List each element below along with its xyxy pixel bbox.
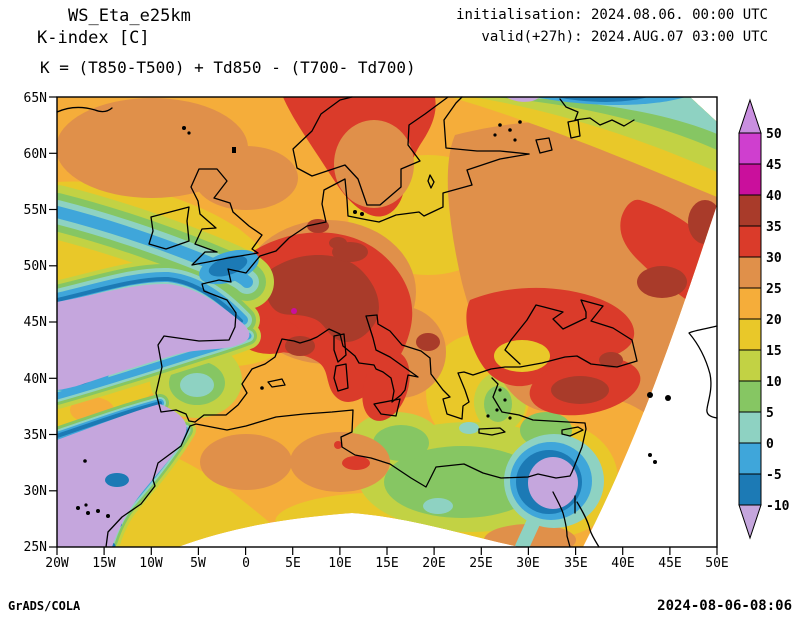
lat-tick-marks bbox=[49, 96, 57, 548]
field-levant-rings bbox=[504, 434, 604, 528]
colorbar-band bbox=[738, 442, 762, 475]
colorbar-band bbox=[738, 473, 762, 506]
lon-tick-label: 10E bbox=[328, 556, 351, 571]
colorbar-band bbox=[738, 132, 762, 165]
lat-tick-label: 40N bbox=[24, 372, 47, 387]
lat-tick-label: 50N bbox=[24, 259, 47, 274]
colorbar-label: -10 bbox=[766, 499, 790, 514]
lon-tick-label: 5E bbox=[285, 556, 301, 571]
colorbar-band bbox=[738, 380, 762, 413]
lon-tick-label: 0 bbox=[242, 556, 250, 571]
colorbar-label: 45 bbox=[766, 158, 782, 173]
lon-tick-label: 25E bbox=[469, 556, 492, 571]
colorbar-band bbox=[738, 349, 762, 382]
colorbar-label: 20 bbox=[766, 313, 782, 328]
lat-tick-label: 65N bbox=[24, 91, 47, 106]
lon-tick-label: 50E bbox=[705, 556, 728, 571]
lat-tick-label: 25N bbox=[24, 540, 47, 555]
colorbar-label: 15 bbox=[766, 344, 782, 359]
lon-tick-label: 15E bbox=[375, 556, 398, 571]
lon-tick-label: 35E bbox=[564, 556, 587, 571]
colorbar-arrow-top bbox=[738, 98, 762, 134]
lat-tick-label: 30N bbox=[24, 484, 47, 499]
colorbar-band bbox=[738, 163, 762, 196]
timestamp-text: 2024-08-06-08:06 bbox=[657, 598, 792, 614]
lon-tick-label: 20W bbox=[45, 556, 69, 571]
lon-tick-marks bbox=[56, 547, 718, 555]
lon-tick-label: 10W bbox=[139, 556, 163, 571]
lon-axis: 20W 15W 10W 5W 0 5E 10E 15E 20E 25E 30E … bbox=[45, 547, 729, 571]
contour-field bbox=[57, 97, 717, 547]
small-islands bbox=[76, 120, 671, 518]
footer: GrADS/COLA 2024-08-06-08:06 bbox=[8, 598, 792, 614]
lat-tick-label: 35N bbox=[24, 428, 47, 443]
parameter-title: K-index [C] bbox=[37, 28, 150, 48]
colorbar-labels: 50 45 40 35 30 25 20 15 10 5 0 -5 -10 bbox=[766, 127, 790, 514]
colorbar-band bbox=[738, 225, 762, 258]
lon-tick-label: 45E bbox=[658, 556, 681, 571]
lat-tick-label: 55N bbox=[24, 203, 47, 218]
model-title: WS_Eta_e25km bbox=[68, 6, 191, 26]
lon-tick-labels: 20W 15W 10W 5W 0 5E 10E 15E 20E 25E 30E … bbox=[45, 556, 728, 571]
colorbar-arrow-bottom bbox=[738, 504, 762, 540]
valid-time: valid(+27h): 2024.AUG.07 03:00 UTC bbox=[481, 29, 768, 45]
colorbar-label: 30 bbox=[766, 251, 782, 266]
coastlines bbox=[56, 96, 718, 548]
colorbar-label: 40 bbox=[766, 189, 782, 204]
colorbar-band bbox=[738, 194, 762, 227]
lon-tick-label: 40E bbox=[611, 556, 634, 571]
colorbar-band bbox=[738, 411, 762, 444]
colorbar-band bbox=[738, 318, 762, 351]
colorbar-label: -5 bbox=[766, 468, 782, 483]
formula-text: K = (T850-T500) + Td850 - (T700- Td700) bbox=[40, 58, 416, 77]
field-north-strips bbox=[450, 97, 717, 197]
lat-axis: 65N 60N 55N 50N 45N 40N 35N 30N 25N bbox=[24, 91, 57, 555]
colorbar-band bbox=[738, 287, 762, 320]
colorbar-label: 10 bbox=[766, 375, 782, 390]
lat-tick-label: 45N bbox=[24, 315, 47, 330]
colorbar: 50 45 40 35 30 25 20 15 10 5 0 -5 -10 bbox=[738, 98, 790, 540]
colorbar-label: 0 bbox=[766, 437, 774, 452]
lon-tick-label: 30E bbox=[516, 556, 539, 571]
field-0-5 bbox=[180, 373, 479, 514]
colorbar-label: 5 bbox=[766, 406, 774, 421]
lon-tick-label: 5W bbox=[190, 556, 206, 571]
credit-text: GrADS/COLA bbox=[8, 599, 81, 613]
colorbar-band bbox=[738, 256, 762, 289]
colorbar-label: 50 bbox=[766, 127, 782, 142]
field-40-45-max bbox=[291, 308, 297, 314]
lat-tick-labels: 65N 60N 55N 50N 45N 40N 35N 30N 25N bbox=[24, 91, 47, 555]
field-lake-in-band bbox=[105, 473, 129, 487]
field-35-40 bbox=[265, 200, 717, 404]
lon-tick-label: 20E bbox=[422, 556, 445, 571]
colorbar-label: 25 bbox=[766, 282, 782, 297]
lon-tick-label: 15W bbox=[92, 556, 116, 571]
colorbar-label: 35 bbox=[766, 220, 782, 235]
header: WS_Eta_e25km K-index [C] K = (T850-T500)… bbox=[37, 6, 768, 77]
init-time: initialisation: 2024.08.06. 00:00 UTC bbox=[456, 7, 768, 23]
lat-tick-label: 60N bbox=[24, 147, 47, 162]
